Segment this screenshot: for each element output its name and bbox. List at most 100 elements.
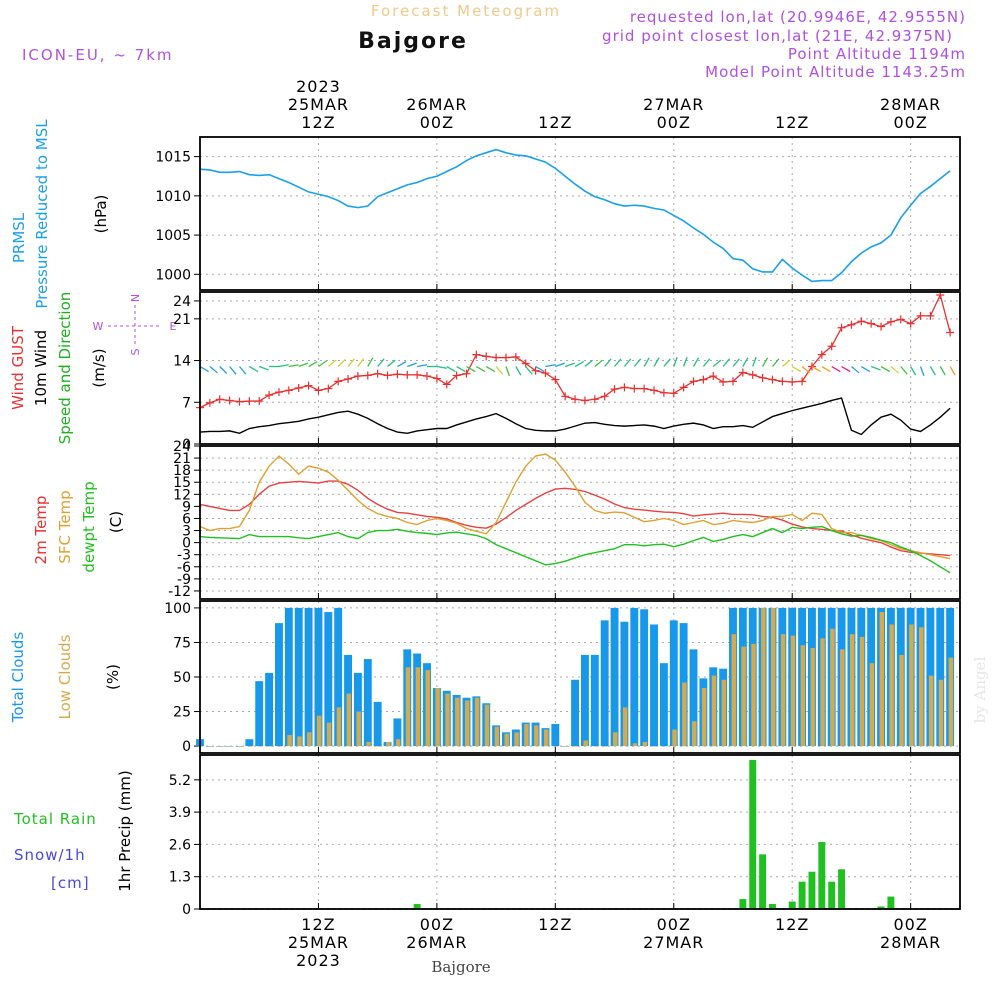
low-cloud-bar: [366, 741, 371, 747]
pressure-label-prmsl: PRMSL: [10, 212, 28, 263]
low-cloud-bar: [701, 688, 707, 747]
gust-marker: [896, 315, 905, 324]
y-tick-label: 2.6: [169, 837, 191, 853]
total-cloud-bar: [580, 654, 589, 747]
low-cloud-bar: [395, 739, 401, 747]
gust-marker: [284, 386, 293, 395]
compass-w: W: [93, 320, 104, 333]
low-cloud-bar: [267, 746, 273, 747]
low-cloud-bar: [563, 746, 569, 747]
gust-marker: [679, 383, 688, 392]
main-title: Forecast Meteogram: [371, 2, 561, 20]
low-cloud-bar: [879, 612, 884, 747]
wind-arrow: [594, 359, 603, 368]
low-cloud-bar: [711, 675, 717, 747]
wind-arrow: [456, 365, 466, 373]
wind-arrow: [633, 358, 642, 367]
wind-arrow: [821, 365, 831, 373]
top-time-label: 25MAR: [288, 95, 349, 114]
low-cloud-bar: [948, 657, 954, 747]
y-tick-label: 3.9: [169, 805, 191, 821]
temp-unit: (C): [107, 511, 125, 533]
low-cloud-bar: [662, 746, 667, 747]
total-cloud-bar: [571, 679, 580, 747]
gust-marker: [946, 328, 955, 337]
panel-frame: [199, 445, 961, 600]
low-cloud-bar: [889, 624, 894, 747]
low-cloud-bar: [593, 746, 598, 747]
pressure-line: [199, 148, 951, 283]
credit-watermark: by Angel: [971, 656, 989, 723]
wind-arrow: [732, 358, 740, 367]
gust-marker: [867, 319, 876, 328]
low-cloud-bar: [465, 700, 470, 747]
low-cloud-bar: [899, 654, 904, 747]
y-tick-label: 1.3: [169, 870, 191, 886]
wind-arrow: [505, 366, 511, 377]
low-cloud-bar: [810, 647, 815, 747]
wind-unit: (m/s): [90, 348, 108, 387]
wind-arrow: [327, 359, 337, 368]
total-cloud-bar: [659, 663, 668, 747]
gust-marker: [344, 375, 353, 384]
top-time-label: 00Z: [657, 113, 691, 132]
y-tick-label: 12: [173, 487, 191, 503]
low-cloud-bar: [721, 679, 727, 747]
wind-arrow: [614, 358, 622, 367]
total-cloud-bar: [245, 739, 254, 747]
total-cloud-bar: [600, 620, 609, 747]
wind-dir-label: Speed and Direction: [56, 292, 74, 445]
gust-marker: [363, 371, 372, 380]
bottom-time-label: 12Z: [538, 915, 572, 934]
gust-marker: [423, 372, 432, 381]
total-cloud-bar: [640, 609, 649, 747]
gust-marker: [314, 386, 323, 395]
gust-marker: [462, 369, 471, 378]
total-cloud-bar: [610, 607, 619, 747]
low-cloud-bar: [751, 643, 756, 747]
y-tick-label: 18: [173, 463, 191, 479]
low-cloud-bar: [790, 635, 796, 747]
bottom-time-label: 26MAR: [406, 933, 467, 952]
total-cloud-bar: [373, 701, 382, 747]
y-tick-label: 25: [173, 705, 191, 721]
gust-marker: [689, 377, 698, 386]
wind-compass: N S W E: [93, 294, 177, 356]
wind-arrow: [525, 366, 533, 375]
wind-arrow: [367, 357, 374, 367]
bottom-time-label: 27MAR: [643, 933, 704, 952]
y-tick-label: 0: [182, 739, 191, 755]
gust-marker: [255, 397, 264, 406]
bottom-time-label: 12Z: [775, 915, 809, 934]
low-cloud-bar: [228, 746, 233, 747]
gust-marker: [373, 369, 382, 378]
y-tick-label: 15: [173, 475, 191, 491]
low-cloud-bar: [208, 746, 213, 747]
gust-marker: [245, 397, 254, 406]
low-cloud-bar: [247, 746, 253, 747]
low-cloud-bar: [484, 704, 490, 747]
gust-marker: [274, 388, 283, 397]
wind-arrow: [910, 366, 917, 376]
gust-marker: [215, 395, 224, 404]
low-cloud-bar: [543, 729, 549, 747]
wind-arrow: [623, 358, 632, 367]
gust-marker: [709, 372, 718, 381]
wind-arrow: [397, 360, 407, 368]
compass-n: N: [129, 294, 142, 302]
low-cloud-bar: [435, 688, 440, 747]
low-cloud-bar: [297, 736, 302, 747]
top-time-label: 2023: [296, 77, 341, 96]
gust-marker: [857, 317, 866, 326]
plot-layer: 100010051010101507142124-12-9-6-30369121…: [155, 77, 961, 970]
gust-marker: [580, 396, 589, 405]
wind-arrow: [535, 365, 545, 373]
total-cloud-bar: [590, 654, 599, 747]
low-cloud-bar: [316, 715, 322, 747]
gust-marker: [492, 353, 501, 362]
wind-arrow: [673, 356, 678, 367]
total-cloud-bar: [314, 607, 323, 747]
gust-marker: [610, 385, 619, 394]
y-tick-label: -12: [168, 584, 191, 600]
compass-s: S: [129, 348, 142, 355]
